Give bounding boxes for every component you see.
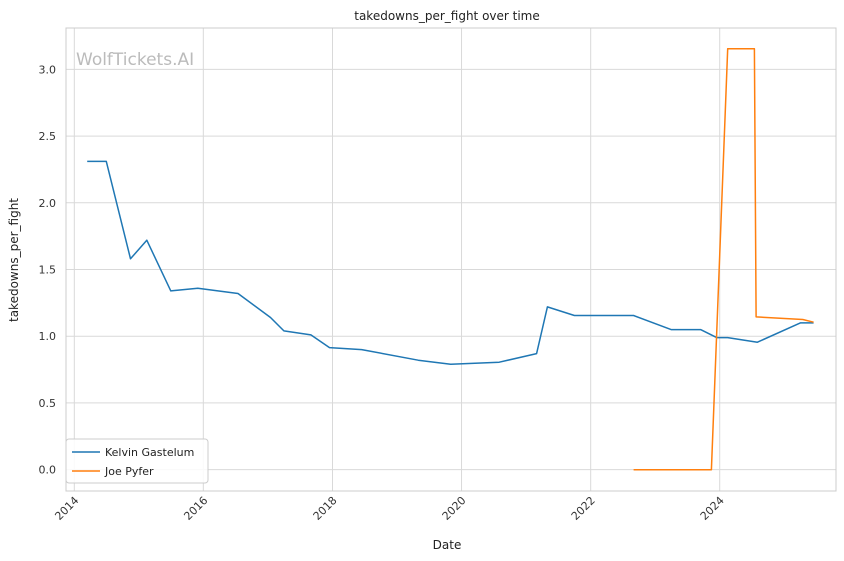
y-tick-label: 0.0 xyxy=(39,464,57,477)
chart-title: takedowns_per_fight over time xyxy=(354,9,540,23)
y-tick-label: 2.0 xyxy=(39,197,57,210)
series-line-joe-pyfer xyxy=(633,47,814,471)
legend-label-kelvin-gastelum: Kelvin Gastelum xyxy=(105,446,194,459)
grid-lines xyxy=(66,28,836,491)
x-axis-title: Date xyxy=(433,538,462,552)
y-axis-title: takedowns_per_fight xyxy=(7,198,21,322)
legend-box xyxy=(65,438,209,484)
series-lines xyxy=(87,47,814,471)
y-tick-label: 3.0 xyxy=(39,63,57,76)
legend: Kelvin Gastelum Joe Pyfer xyxy=(65,438,209,484)
legend-label-joe-pyfer: Joe Pyfer xyxy=(104,465,154,478)
plot-area-border xyxy=(65,27,837,492)
y-tick-label: 1.5 xyxy=(39,264,57,277)
y-tick-label: 1.0 xyxy=(39,330,57,343)
y-tick-label: 2.5 xyxy=(39,130,57,143)
y-axis-ticks: 0.0 0.5 1.0 1.5 2.0 2.5 3.0 xyxy=(39,63,57,476)
series-line-kelvin-gastelum xyxy=(87,160,814,365)
y-tick-label: 0.5 xyxy=(39,397,57,410)
watermark-text: WolfTickets.AI xyxy=(76,50,194,70)
